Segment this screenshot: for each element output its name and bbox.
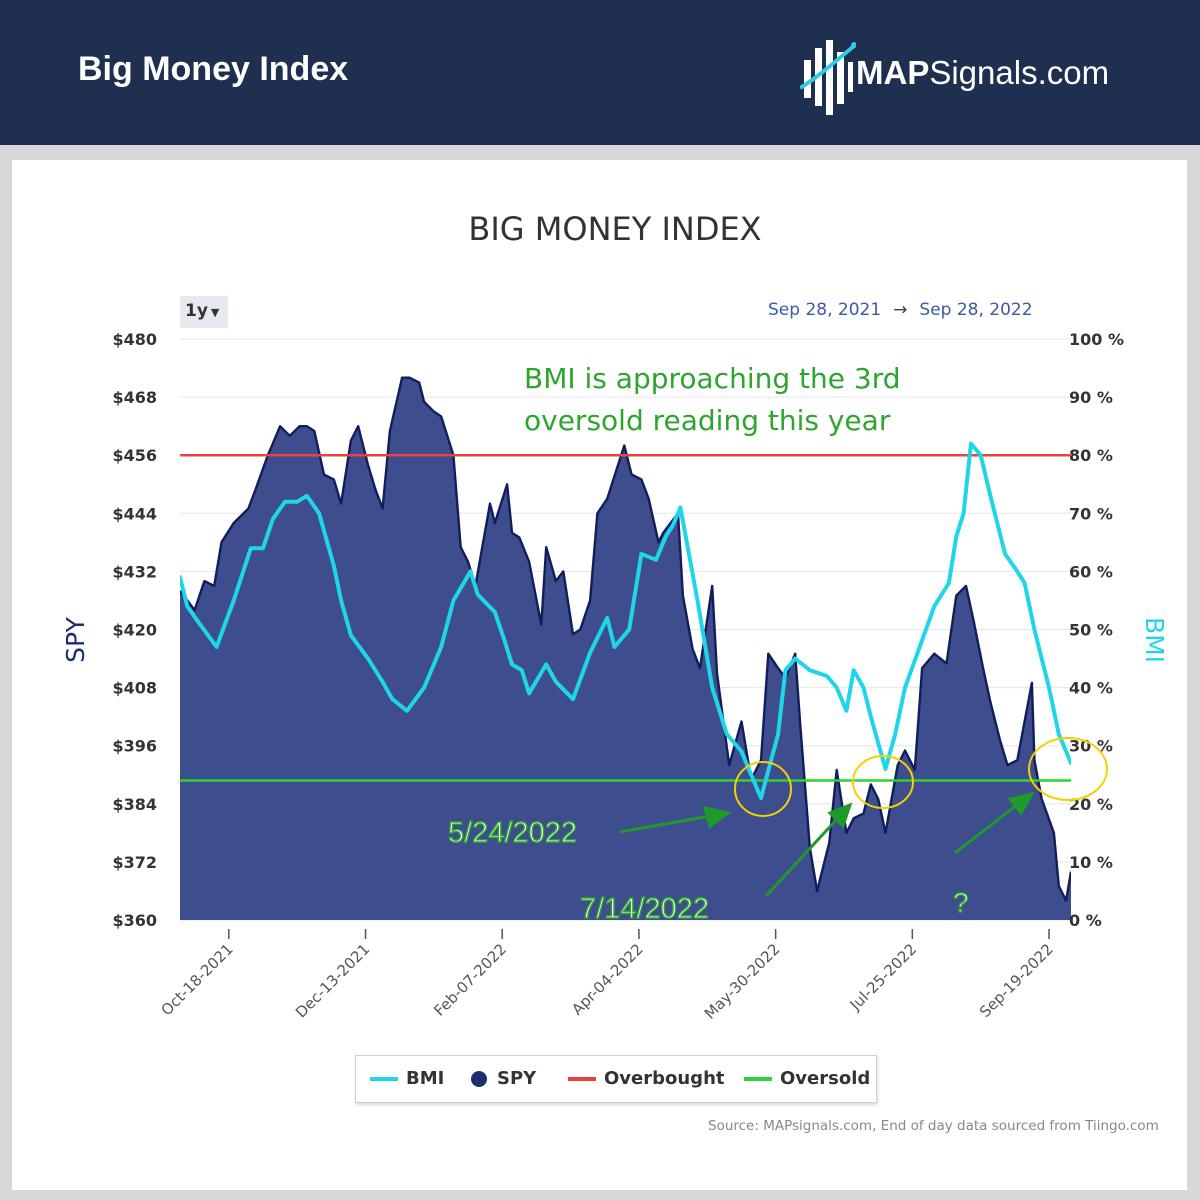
bmi-line	[180, 441, 1071, 800]
legend-line-icon	[568, 1076, 596, 1081]
annotation-date-jul: 7/14/2022	[580, 893, 709, 925]
x-axis: Oct-18-2021 Dec-13-2021 Feb-07-2022 Apr-04-…	[157, 929, 1057, 1023]
arrow-right-icon: →	[893, 300, 908, 320]
legend-item-spy[interactable]: SPY	[471, 1068, 536, 1089]
annotation-question: ?	[953, 887, 969, 918]
legend-item-overbought[interactable]: Overbought	[568, 1068, 725, 1089]
y-tick-label-right: 60 %	[1069, 562, 1113, 581]
y-axis-right: 100 % 90 % 80 % 70 % 60 % 50 % 40 % 30 % 20 % 10 …	[1069, 330, 1124, 930]
y-tick-label-right: 20 %	[1069, 795, 1113, 814]
annotation-text-line2: oversold reading this year	[524, 404, 891, 437]
y-tick-label-right: 0 %	[1069, 911, 1102, 930]
range-end-date[interactable]: Sep 28, 2022	[919, 300, 1033, 320]
highlight-circles	[734, 737, 1108, 817]
x-tick-label: Jul-25-2022	[846, 940, 920, 1014]
y-tick-label-left: $456	[112, 446, 157, 465]
y-axis-right-title: BMI	[1140, 617, 1169, 663]
y-tick-label-left: $444	[112, 504, 157, 523]
y-axis-left-title: SPY	[61, 616, 90, 662]
mapsignals-logo[interactable]: MAPSignals.com	[799, 40, 1130, 115]
legend-line-icon	[370, 1076, 398, 1081]
y-tick-label-left: $396	[112, 737, 157, 756]
annotation-date-may: 5/24/2022	[448, 817, 577, 849]
y-tick-label-right: 80 %	[1069, 446, 1113, 465]
y-tick-label-right: 100 %	[1069, 330, 1124, 349]
logo-bars-icon	[799, 40, 857, 115]
chart-title: BIG MONEY INDEX	[468, 210, 762, 248]
x-tick-label: Oct-18-2021	[157, 940, 236, 1019]
x-tick-label: May-30-2022	[701, 940, 784, 1023]
legend-line-icon	[744, 1076, 772, 1081]
range-selector-button[interactable]: 1y ▼	[180, 296, 228, 328]
y-tick-label-right: 50 %	[1069, 621, 1113, 640]
y-tick-label-right: 10 %	[1069, 853, 1113, 872]
annotation-text-line1: BMI is approaching the 3rd	[524, 362, 900, 395]
legend-item-bmi[interactable]: BMI	[370, 1068, 444, 1089]
y-tick-label-left: $480	[112, 330, 157, 349]
y-tick-label-right: 70 %	[1069, 504, 1113, 523]
y-tick-label-left: $420	[112, 621, 157, 640]
legend-dot-icon	[471, 1070, 487, 1087]
chevron-down-icon: ▼	[210, 306, 220, 319]
y-tick-label-right: 30 %	[1069, 737, 1113, 756]
x-tick-label: Apr-04-2022	[568, 940, 647, 1019]
header-bar: Big Money Index MAPSignals.com	[0, 0, 1200, 145]
x-tick-label: Dec-13-2021	[292, 940, 373, 1021]
y-tick-label-left: $360	[112, 911, 157, 930]
annotation-arrows	[619, 791, 1036, 898]
x-tick-label: Feb-07-2022	[430, 940, 510, 1020]
spy-area	[180, 377, 1071, 920]
y-axis-left: $480 $468 $456 $444 $432 $420 $408 $396 $384 $372…	[112, 330, 157, 930]
header-title: Big Money Index	[78, 50, 349, 88]
y-tick-label-right: 40 %	[1069, 679, 1113, 698]
spy-line	[180, 376, 1071, 902]
y-tick-label-right: 90 %	[1069, 388, 1113, 407]
highlight-circle-sep	[1028, 737, 1108, 801]
source-credit: Source: MAPsignals.com, End of day data …	[708, 1118, 1159, 1134]
highlight-circle-jul	[852, 755, 914, 809]
logo-text: MAPSignals.com	[856, 54, 1110, 91]
legend-item-oversold[interactable]: Oversold	[744, 1068, 870, 1089]
y-tick-label-left: $384	[112, 795, 157, 814]
date-range-display: Sep 28, 2021 → Sep 28, 2022	[768, 300, 1033, 320]
highlight-circle-may	[734, 761, 792, 817]
x-tick-label: Sep-19-2022	[976, 940, 1057, 1021]
range-start-date[interactable]: Sep 28, 2021	[768, 300, 882, 320]
y-tick-label-left: $432	[112, 562, 157, 581]
chart-legend: BMI SPY Overbought Oversold	[355, 1055, 877, 1103]
y-tick-label-left: $372	[112, 853, 157, 872]
y-tick-label-left: $408	[112, 679, 157, 698]
y-tick-label-left: $468	[112, 388, 157, 407]
